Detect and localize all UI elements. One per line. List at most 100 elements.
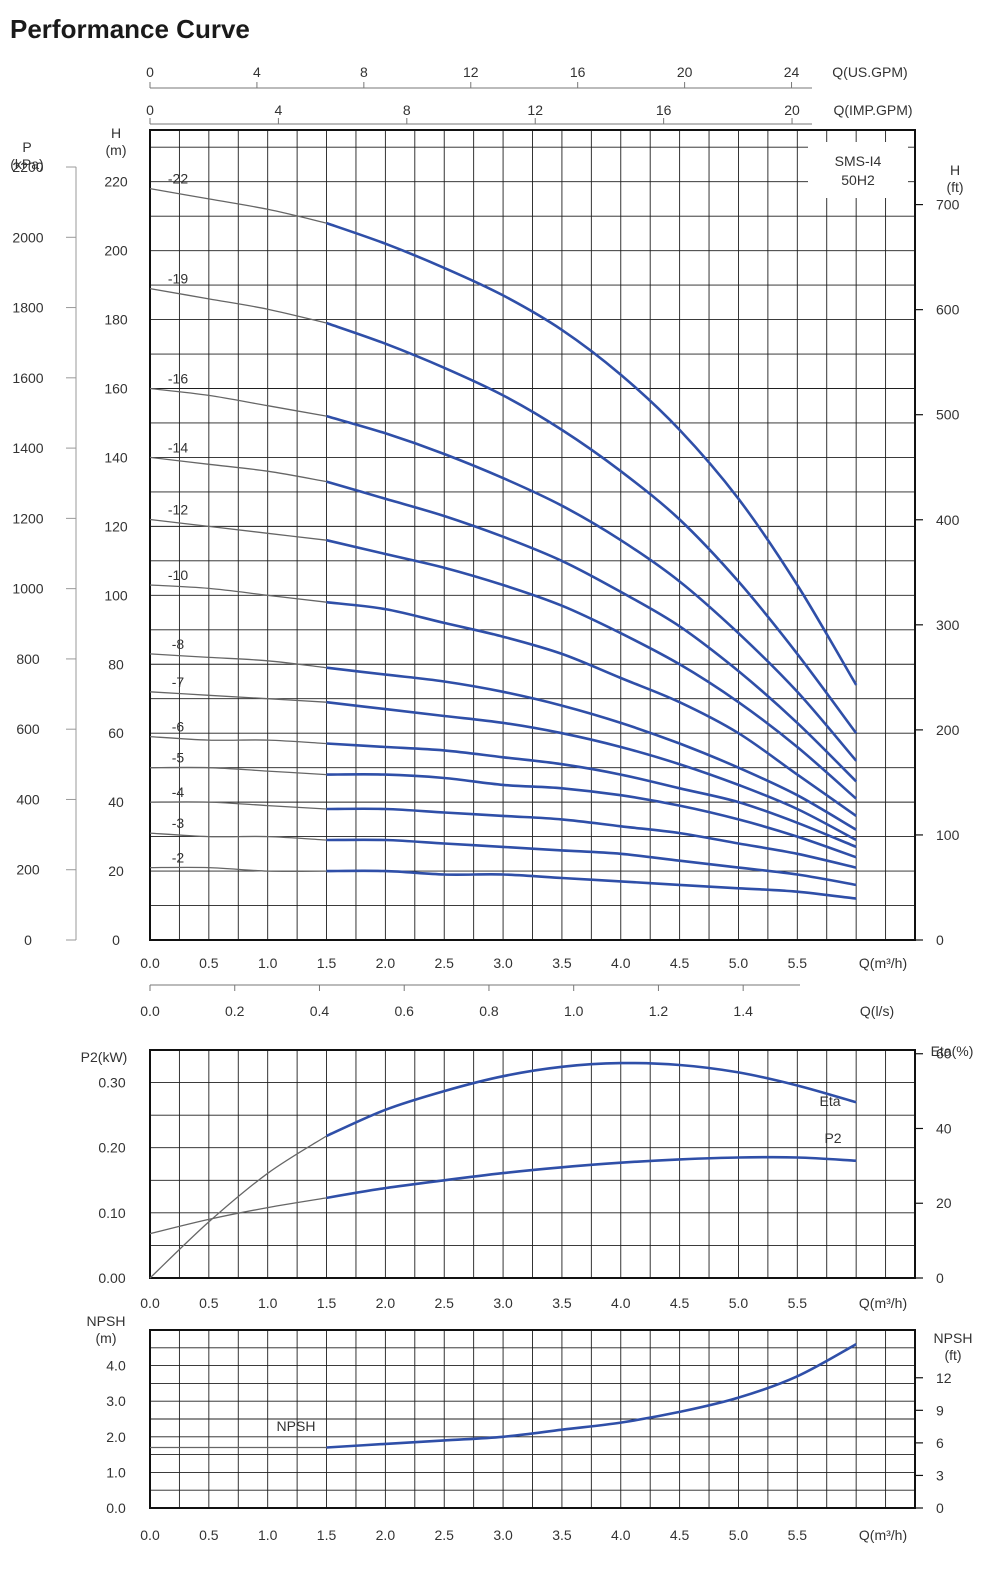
eta-curve-low: [149, 1132, 332, 1279]
model-label-box: [808, 142, 908, 198]
p2-tick-label: 0.10: [98, 1205, 125, 1221]
stage-label: -12: [168, 501, 188, 517]
stage-3-curve: [326, 838, 857, 887]
stage-7-curve-low: [149, 691, 332, 704]
x-tick-label: 0.0: [140, 1295, 160, 1311]
stage-label: -22: [168, 171, 188, 187]
stage-6-curve: [326, 742, 857, 849]
p2-curve-low: [149, 1196, 332, 1235]
p2-series-label: P2: [824, 1130, 841, 1146]
stage-label: -14: [168, 439, 188, 455]
ls-tick-label: 0.8: [479, 1003, 499, 1019]
stage-10-curve-low: [149, 584, 332, 604]
x-tick-label: 5.5: [788, 955, 808, 971]
h-ft-axis-label: H: [950, 162, 960, 178]
x-tick-label: 1.0: [258, 1295, 278, 1311]
us-gpm-tick-label: 16: [570, 64, 586, 80]
npsh-frame: [149, 1329, 916, 1509]
x-tick-label: 2.5: [434, 1527, 454, 1543]
ls-tick-label: 1.2: [649, 1003, 669, 1019]
npsh-ft-tick-label: 12: [936, 1370, 952, 1386]
h-m-tick-label: 200: [104, 243, 128, 259]
p2-axis-label: P2(kW): [81, 1049, 128, 1065]
stage-12-curve: [326, 538, 858, 800]
p-kpa-tick-label: 400: [16, 791, 40, 807]
ls-tick-label: 0.4: [310, 1003, 330, 1019]
x-tick-label: 2.0: [376, 1295, 396, 1311]
x-tick-label: 5.0: [729, 1295, 749, 1311]
npsh-m-tick-label: 2.0: [106, 1429, 126, 1445]
x-tick-label: 1.5: [317, 955, 337, 971]
npsh-series-label: NPSH: [277, 1418, 316, 1434]
x-tick-label: 2.0: [376, 955, 396, 971]
us-gpm-tick-label: 20: [677, 64, 693, 80]
power-frame: [149, 1049, 916, 1279]
model-label: 50H2: [841, 172, 875, 188]
stage-label: -19: [168, 271, 188, 287]
npsh-curve: [326, 1343, 857, 1449]
p-kpa-axis-label: P: [22, 139, 31, 155]
p-kpa-tick-label: 1200: [12, 510, 43, 526]
x-tick-label: 0.0: [140, 955, 160, 971]
h-ft-axis-label: (ft): [946, 179, 963, 195]
h-ft-tick-label: 500: [936, 407, 960, 423]
p-kpa-tick-label: 800: [16, 651, 40, 667]
npsh-ft-tick-label: 3: [936, 1467, 944, 1483]
stage-4-curve: [326, 807, 857, 869]
stage-10-curve: [326, 600, 857, 817]
npsh-ft-axis-label: NPSH: [934, 1330, 973, 1346]
us-gpm-tick-label: 0: [146, 64, 154, 80]
us-gpm-tick-label: 4: [253, 64, 261, 80]
stage-label: -16: [168, 371, 188, 387]
h-ft-tick-label: 0: [936, 932, 944, 948]
npsh-ft-tick-label: 9: [936, 1402, 944, 1418]
x-tick-label: 3.0: [493, 955, 513, 971]
h-m-axis-label: H: [111, 125, 121, 141]
p-kpa-axis-label: (kPa): [10, 156, 43, 172]
stage-label: -2: [172, 850, 185, 866]
p-kpa-tick-label: 2000: [12, 229, 43, 245]
x-tick-label: 3.5: [552, 955, 572, 971]
stage-12-curve-low: [149, 518, 332, 542]
us-gpm-tick-label: 12: [463, 64, 479, 80]
h-ft-tick-label: 600: [936, 302, 960, 318]
stage-label: -6: [172, 719, 185, 735]
ls-tick-label: 1.0: [564, 1003, 584, 1019]
p2-tick-label: 0.20: [98, 1140, 125, 1156]
x-tick-label: 4.5: [670, 955, 690, 971]
x-tick-label: 3.0: [493, 1295, 513, 1311]
x-tick-label: 3.5: [552, 1295, 572, 1311]
imp-gpm-tick-label: 0: [146, 102, 154, 118]
stage-16-curve-low: [149, 387, 332, 418]
model-label: SMS-I4: [835, 153, 882, 169]
p-kpa-tick-label: 200: [16, 862, 40, 878]
x-tick-label: 5.0: [729, 1527, 749, 1543]
p2-curve: [326, 1155, 857, 1200]
x-axis-label: Q(m³/h): [859, 955, 907, 971]
imp-gpm-tick-label: 4: [275, 102, 283, 118]
x-tick-label: 2.5: [434, 955, 454, 971]
x-axis-label: Q(m³/h): [859, 1295, 907, 1311]
h-m-tick-label: 220: [104, 174, 128, 190]
eta-tick-label: 60: [936, 1046, 952, 1062]
x-tick-label: 2.0: [376, 1527, 396, 1543]
h-m-tick-label: 180: [104, 312, 128, 328]
stage-8-curve-low: [149, 653, 332, 669]
p-kpa-tick-label: 600: [16, 721, 40, 737]
x-tick-label: 0.0: [140, 1527, 160, 1543]
imp-gpm-axis-label: Q(IMP.GPM): [833, 102, 912, 118]
x-tick-label: 0.5: [199, 1527, 219, 1543]
eta-curve: [325, 1061, 857, 1138]
p-kpa-tick-label: 1600: [12, 370, 43, 386]
npsh-m-axis-label: (m): [96, 1330, 117, 1346]
h-m-tick-label: 60: [108, 725, 124, 741]
eta-tick-label: 40: [936, 1120, 952, 1136]
h-m-tick-label: 80: [108, 656, 124, 672]
h-ft-tick-label: 200: [936, 722, 960, 738]
x-tick-label: 4.0: [611, 1527, 631, 1543]
stage-label: -8: [172, 636, 185, 652]
stage-label: -10: [168, 567, 188, 583]
imp-gpm-tick-label: 8: [403, 102, 411, 118]
us-gpm-tick-label: 8: [360, 64, 368, 80]
stage-22-curve: [326, 221, 858, 686]
